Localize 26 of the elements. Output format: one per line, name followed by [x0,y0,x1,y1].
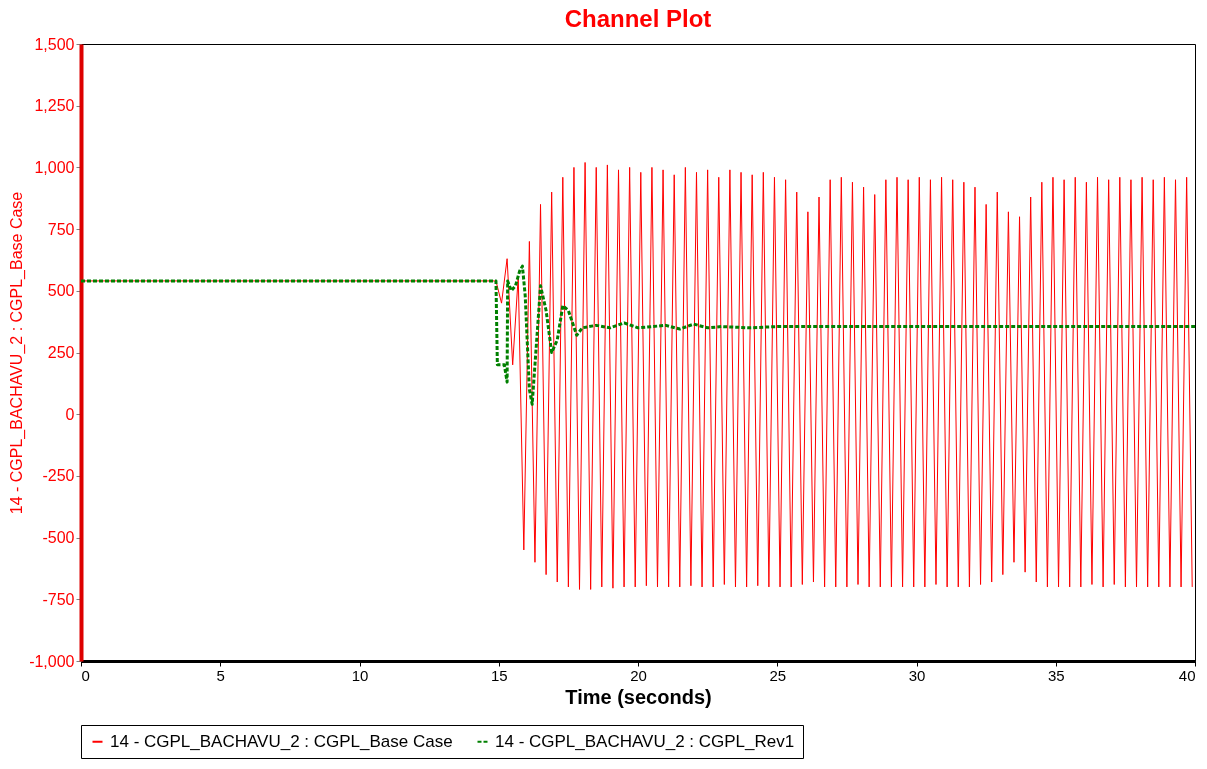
x-tick-label: 10 [351,666,369,684]
x-tick-label: 35 [1047,666,1065,684]
legend-label: 14 - CGPL_BACHAVU_2 : CGPL_Rev1 [495,731,795,751]
y-tick-label: -500 [42,529,75,547]
y-tick-label: 500 [47,282,75,300]
x-axis-title: Time (seconds) [565,685,712,708]
y-tick-label: 1,000 [34,158,75,176]
x-tick-label: 20 [630,666,647,684]
x-tick-label: 0 [81,666,90,684]
x-tick-label: 15 [490,666,508,684]
y-tick-label: -1,000 [29,652,75,670]
x-tick-label: 30 [908,666,926,684]
chart-title: Channel Plot [564,5,712,32]
y-tick-label: -750 [42,590,75,608]
y-tick-label: 750 [47,220,75,238]
y-axis-title: 14 - CGPL_BACHAVU_2 : CGPL_Base Case [8,191,27,515]
x-tick-label: 25 [769,666,787,684]
y-tick-label: 1,250 [34,97,75,115]
y-tick-label: 1,500 [34,35,75,53]
line-series [79,264,1197,406]
y-tick-label: 0 [65,405,75,423]
x-tick-label: 40 [1178,666,1196,684]
y-tick-label: -250 [42,467,75,485]
x-tick-label: 5 [216,666,225,684]
y-tick-label: 250 [47,344,75,361]
legend-label: 14 - CGPL_BACHAVU_2 : CGPL_Base Case [110,731,453,751]
